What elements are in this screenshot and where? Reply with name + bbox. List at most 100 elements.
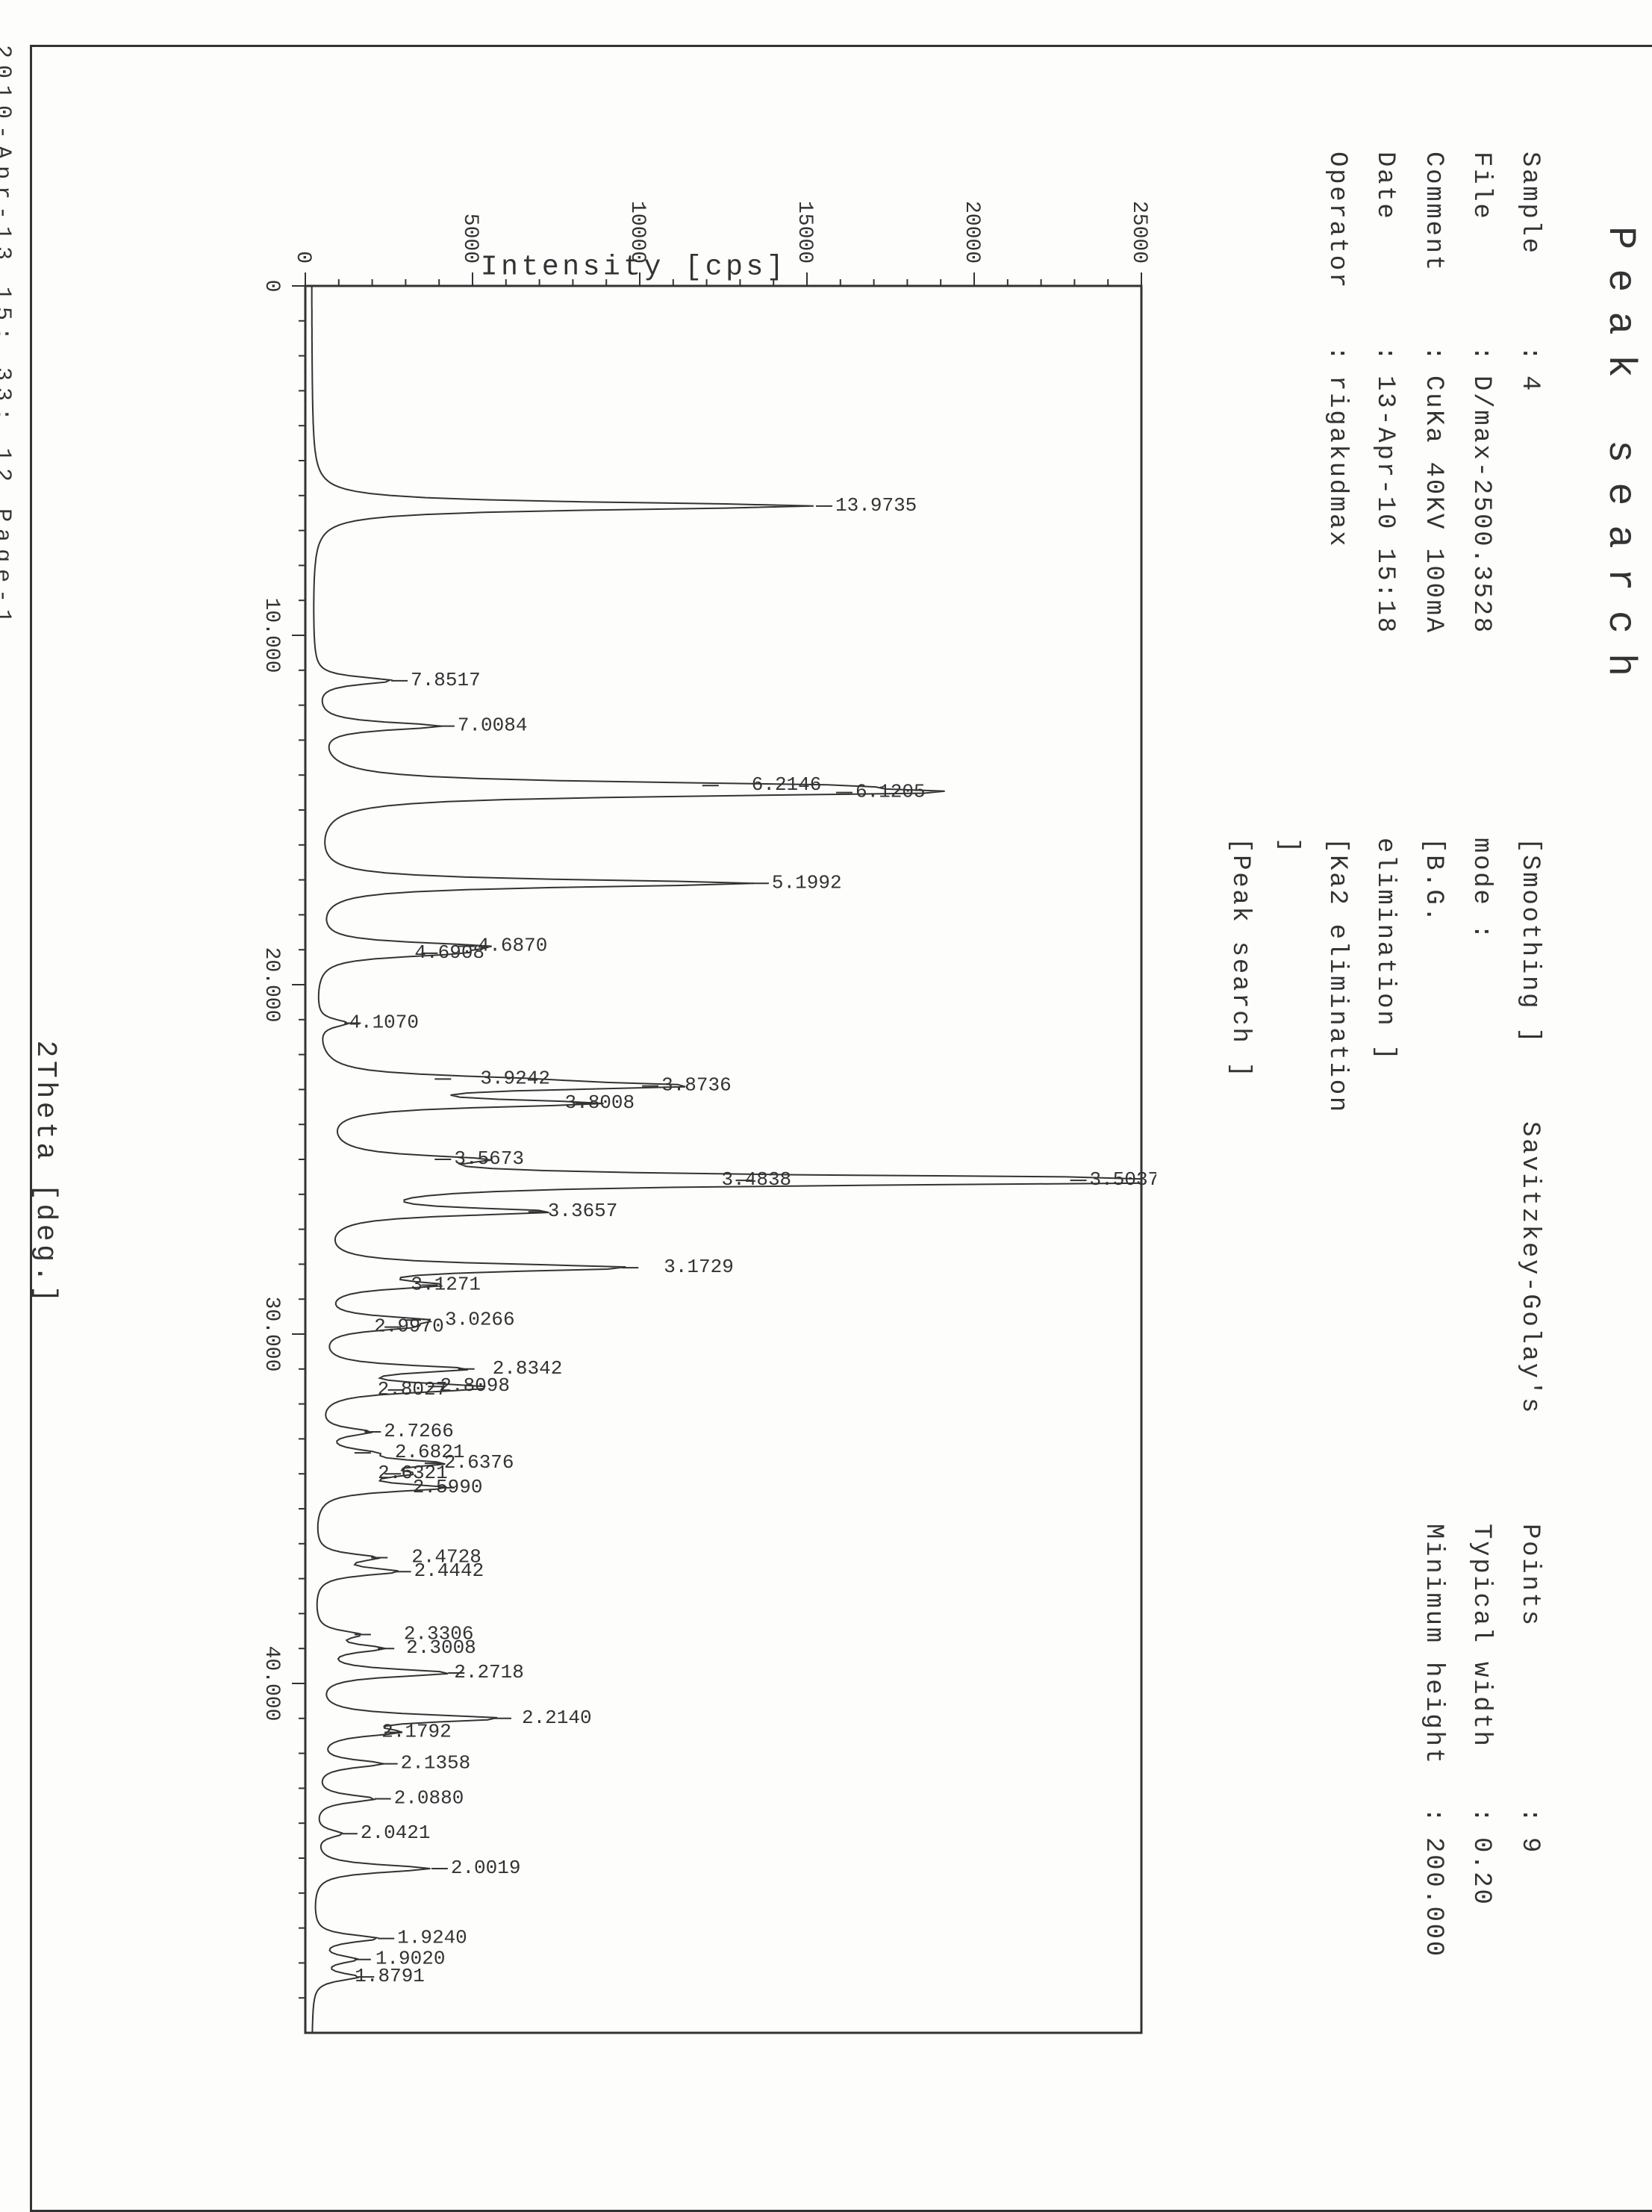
svg-text:2.0019: 2.0019 bbox=[451, 1857, 521, 1879]
meta-row: Minimum height: 200.000 bbox=[1409, 1524, 1457, 2180]
meta-sep: : bbox=[1409, 1807, 1457, 1837]
svg-text:20.000: 20.000 bbox=[260, 947, 283, 1023]
svg-text:0: 0 bbox=[291, 251, 314, 264]
svg-text:2.9970: 2.9970 bbox=[374, 1315, 444, 1338]
svg-text:30.000: 30.000 bbox=[260, 1297, 283, 1372]
meta-value: 4 bbox=[1505, 376, 1553, 808]
meta-col-2: [Smoothing ] mode :Savitzkey-Golay's[B.G… bbox=[1216, 838, 1553, 1494]
page-title: Peak search bbox=[1598, 226, 1642, 2180]
svg-text:2.6376: 2.6376 bbox=[444, 1451, 514, 1474]
meta-value: 9 bbox=[1505, 1837, 1553, 2180]
svg-text:5.1992: 5.1992 bbox=[772, 871, 842, 894]
svg-text:6.1205: 6.1205 bbox=[855, 781, 926, 803]
meta-label: Sample bbox=[1505, 152, 1553, 346]
svg-text:3.8008: 3.8008 bbox=[564, 1091, 635, 1114]
svg-text:13.9735: 13.9735 bbox=[835, 494, 917, 517]
meta-row: [Peak search ] bbox=[1216, 838, 1265, 1494]
meta-label: Minimum height bbox=[1409, 1524, 1457, 1807]
svg-text:25000: 25000 bbox=[1127, 201, 1150, 264]
meta-label: [Smoothing ] mode : bbox=[1457, 838, 1553, 1121]
svg-text:3.3657: 3.3657 bbox=[548, 1200, 618, 1222]
svg-text:7.8517: 7.8517 bbox=[411, 669, 481, 691]
svg-text:4.6908: 4.6908 bbox=[414, 941, 484, 964]
meta-label: [Ka2 elimination ] bbox=[1264, 838, 1360, 1121]
y-axis-title: Intensity [cps] bbox=[481, 252, 787, 284]
meta-sep: : bbox=[1457, 1807, 1506, 1837]
svg-text:2.7266: 2.7266 bbox=[384, 1420, 454, 1442]
meta-row: [B.G. elimination ] bbox=[1361, 838, 1457, 1494]
meta-label: Operator bbox=[1312, 152, 1361, 346]
meta-sep: : bbox=[1457, 346, 1506, 376]
xrd-chart: Intensity [cps] 2Theta [deg.] 0500010000… bbox=[111, 196, 1156, 2150]
x-axis-title: 2Theta [deg.] bbox=[29, 1041, 61, 1306]
svg-text:3.1271: 3.1271 bbox=[411, 1273, 481, 1295]
meta-sep: : bbox=[1505, 1807, 1553, 1837]
svg-text:2.1358: 2.1358 bbox=[401, 1752, 471, 1775]
svg-text:2.2718: 2.2718 bbox=[454, 1661, 524, 1683]
meta-row: [Smoothing ] mode :Savitzkey-Golay's bbox=[1457, 838, 1553, 1494]
svg-text:10.000: 10.000 bbox=[260, 598, 283, 673]
svg-text:0: 0 bbox=[260, 280, 283, 293]
svg-text:40.000: 40.000 bbox=[260, 1646, 283, 1722]
meta-sep: : bbox=[1361, 346, 1409, 376]
meta-row: File: D/max-2500.3528 bbox=[1457, 152, 1506, 808]
meta-row: Sample: 4 bbox=[1505, 152, 1553, 808]
meta-col-1: Sample: 4File: D/max-2500.3528Comment: C… bbox=[1216, 152, 1553, 808]
svg-text:2.0421: 2.0421 bbox=[361, 1822, 431, 1844]
meta-sep: : bbox=[1312, 346, 1361, 376]
meta-value: 0.20 bbox=[1457, 1837, 1506, 2180]
meta-label: [Peak search ] bbox=[1216, 838, 1265, 1121]
meta-col-3: Points: 9 Typical width: 0.20Minimum hei… bbox=[1216, 1524, 1553, 2180]
xrd-svg: 0500010000150002000025000010.00020.00030… bbox=[171, 196, 1156, 2063]
meta-label: Date bbox=[1361, 152, 1409, 346]
svg-text:3.5673: 3.5673 bbox=[454, 1147, 524, 1170]
svg-text:3.5037: 3.5037 bbox=[1089, 1168, 1156, 1191]
svg-text:2.0880: 2.0880 bbox=[394, 1786, 464, 1809]
meta-label: Comment bbox=[1409, 152, 1457, 346]
meta-label: Typical width bbox=[1457, 1524, 1506, 1807]
meta-row: Points: 9 bbox=[1505, 1524, 1553, 2180]
svg-text:7.0084: 7.0084 bbox=[458, 714, 528, 737]
svg-text:5000: 5000 bbox=[458, 214, 481, 264]
svg-text:4.6870: 4.6870 bbox=[478, 935, 548, 957]
svg-text:4.1070: 4.1070 bbox=[349, 1011, 419, 1033]
svg-text:3.1729: 3.1729 bbox=[664, 1256, 734, 1278]
svg-text:3.4838: 3.4838 bbox=[721, 1168, 791, 1191]
svg-text:2.8027: 2.8027 bbox=[377, 1378, 447, 1401]
svg-text:2.2140: 2.2140 bbox=[522, 1707, 592, 1729]
meta-value: CuKa 40KV 100mA bbox=[1409, 376, 1457, 808]
page-footer: 2010-Apr-13 15: 33: 12 Page-1 bbox=[0, 45, 15, 2212]
svg-text:2.8098: 2.8098 bbox=[440, 1374, 510, 1397]
meta-value: 200.000 bbox=[1409, 1837, 1457, 2180]
meta-label: Points bbox=[1505, 1524, 1553, 1807]
meta-label: File bbox=[1457, 152, 1506, 346]
meta-value: rigakudmax bbox=[1312, 376, 1361, 808]
svg-text:3.8736: 3.8736 bbox=[661, 1074, 732, 1097]
svg-text:2.5990: 2.5990 bbox=[413, 1476, 483, 1498]
meta-row: Typical width: 0.20 bbox=[1457, 1524, 1506, 2180]
svg-text:1.9240: 1.9240 bbox=[397, 1927, 467, 1949]
svg-text:3.9242: 3.9242 bbox=[480, 1067, 550, 1089]
meta-sep: : bbox=[1505, 346, 1553, 376]
svg-text:2.4442: 2.4442 bbox=[414, 1560, 484, 1582]
meta-value bbox=[1264, 1121, 1360, 1494]
meta-row: [Ka2 elimination ] bbox=[1264, 838, 1360, 1494]
svg-text:2.1792: 2.1792 bbox=[381, 1721, 452, 1743]
svg-text:20000: 20000 bbox=[960, 201, 983, 264]
meta-label: [B.G. elimination ] bbox=[1361, 838, 1457, 1121]
svg-text:3.0266: 3.0266 bbox=[445, 1308, 515, 1330]
meta-value: Savitzkey-Golay's bbox=[1457, 1121, 1553, 1494]
meta-value bbox=[1361, 1121, 1457, 1494]
meta-row: Date: 13-Apr-10 15:18 bbox=[1361, 152, 1409, 808]
svg-text:1.8791: 1.8791 bbox=[355, 1965, 425, 1987]
metadata-block: Sample: 4File: D/max-2500.3528Comment: C… bbox=[1216, 152, 1553, 2180]
meta-value bbox=[1216, 1121, 1265, 1494]
meta-row: Operator: rigakudmax bbox=[1312, 152, 1361, 808]
svg-text:15000: 15000 bbox=[793, 201, 816, 264]
meta-row: Comment: CuKa 40KV 100mA bbox=[1409, 152, 1457, 808]
meta-value: D/max-2500.3528 bbox=[1457, 376, 1506, 808]
svg-text:2.3008: 2.3008 bbox=[406, 1636, 476, 1659]
meta-value: 13-Apr-10 15:18 bbox=[1361, 376, 1409, 808]
svg-text:6.2146: 6.2146 bbox=[752, 773, 822, 796]
page-frame: Peak search Sample: 4File: D/max-2500.35… bbox=[30, 45, 1652, 2212]
